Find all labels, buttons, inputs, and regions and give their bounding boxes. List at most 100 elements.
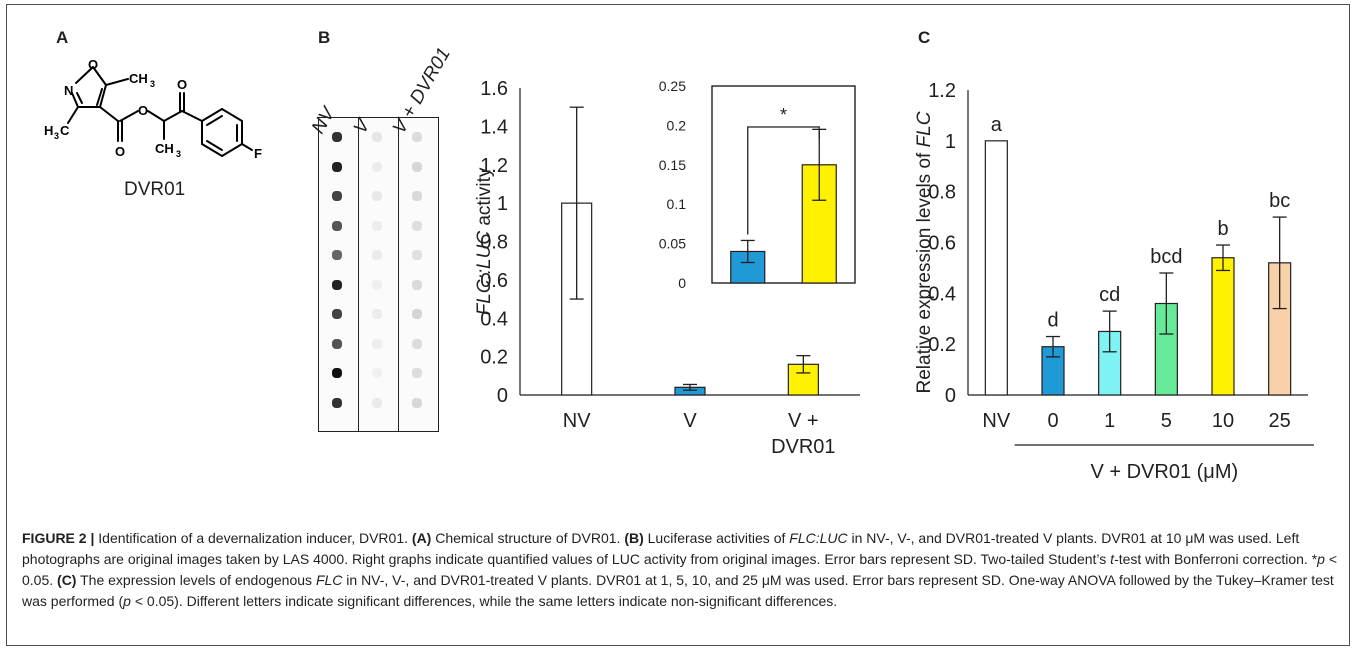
blot-spot (372, 397, 382, 408)
blot-spot (412, 397, 422, 408)
blot-spot (372, 338, 382, 349)
atom-o-carbonyl: O (115, 144, 125, 159)
blot-spot (332, 191, 342, 201)
blot-spot (372, 368, 382, 378)
significance-letter: bc (1269, 190, 1290, 212)
atom-h3c-sub: 3 (54, 131, 59, 141)
y-tick-label: 1 (945, 131, 956, 153)
y-axis-label: FLC::LUC activity (474, 167, 495, 315)
x-tick-label: 1 (1104, 410, 1115, 432)
blot-spot (332, 279, 342, 290)
blot-spot (412, 338, 422, 349)
blot-spot (412, 368, 422, 378)
significance-star: * (780, 105, 787, 125)
y-tick-label: 1.2 (928, 80, 956, 102)
caption-figure-label: FIGURE 2 | (22, 530, 95, 546)
y-tick-label: 0.6 (928, 233, 956, 255)
group-label: V + DVR01 (μM) (1090, 461, 1238, 483)
blot-spot (332, 161, 342, 172)
caption-text: < 0.05). Different letters indicate sign… (130, 593, 838, 609)
x-tick-label: NV (982, 410, 1010, 432)
caption-text: Luciferase activities of (643, 530, 790, 546)
blot-spot (332, 132, 342, 142)
significance-bracket (747, 126, 820, 235)
blot-spot (372, 191, 382, 201)
blot-spot (412, 279, 422, 290)
y-axis-label-gene: FLC (914, 111, 935, 147)
flc-expression-chart: Relative expression levels of FLC 0 0.2 0.4… (914, 80, 1314, 483)
lane-divider (398, 118, 399, 431)
y-tick-label: 0.8 (480, 232, 508, 254)
atom-ch3-mid-sub: 3 (176, 149, 181, 159)
bar (984, 140, 1008, 396)
blot-spot (332, 368, 342, 378)
significance-letter: bcd (1150, 246, 1182, 268)
blot-spot (412, 220, 422, 231)
chemical-structure: O N CH 3 H 3 C O O O CH 3 F DVR01 (44, 57, 262, 200)
significance-letter: cd (1099, 284, 1120, 306)
y-tick-label: 0.2 (928, 334, 956, 356)
caption-panel-ref: (A) (411, 530, 432, 546)
inset-y-tick-label: 0.1 (667, 196, 687, 212)
x-tick-label: 5 (1161, 410, 1172, 432)
blot-spot (372, 161, 382, 172)
y-tick-label: 0 (945, 385, 956, 407)
x-tick-label: DVR01 (771, 436, 835, 458)
caption-text: -test with Bonferroni correction. * (1114, 551, 1318, 567)
significance-letter: d (1047, 310, 1058, 332)
y-tick-label: 1.2 (480, 155, 508, 177)
figure-frame (6, 4, 1350, 646)
inset-y-tick-label: 0 (678, 275, 686, 291)
panel-b-label: B (318, 28, 331, 47)
caption-panel-ref: (C) (57, 572, 77, 588)
y-tick-label: 1 (497, 193, 508, 215)
blot-spot (372, 220, 382, 231)
y-axis-label-gene: FLC::LUC (474, 231, 495, 316)
x-tick-label: NV (563, 410, 591, 432)
y-tick-label: 0.4 (480, 308, 508, 330)
caption-panel-ref: (B) (624, 530, 644, 546)
caption-text: Identification of a devernalization indu… (94, 530, 412, 546)
y-axis-label: Relative expression levels of FLC (914, 111, 935, 393)
inset-frame (711, 85, 856, 284)
y-axis-label-rest: Relative expression levels of (914, 147, 935, 393)
x-tick-label: 10 (1212, 410, 1234, 432)
atom-ch3-top-sub: 3 (150, 79, 155, 89)
caption-italic: p (123, 593, 131, 609)
blot-spot (332, 220, 342, 231)
caption-text: Chemical structure of DVR01. (431, 530, 625, 546)
lane-divider (358, 118, 359, 431)
blot-spot (332, 397, 342, 408)
atom-h3c-h: H (44, 123, 53, 138)
blot-spot (372, 309, 382, 319)
blot-spot (332, 338, 342, 349)
atom-ch3-top: CH (129, 71, 148, 86)
caption-gene: FLC (315, 572, 343, 588)
caption-italic: p (1317, 551, 1325, 567)
atom-o-ketone: O (177, 77, 187, 92)
bar (1211, 257, 1235, 396)
x-tick-label: V + (788, 410, 819, 432)
inset-y-tick-label: 0.15 (659, 157, 686, 173)
y-tick-label: 0.8 (928, 182, 956, 204)
blot-spot (412, 132, 422, 142)
inset-y-tick-label: 0.2 (667, 117, 687, 133)
blot-spot (372, 250, 382, 260)
y-tick-label: 0.6 (480, 270, 508, 292)
y-tick-label: 1.4 (480, 116, 508, 138)
caption-text: < 0.05. (22, 551, 1338, 588)
blot-spot (412, 250, 422, 260)
blot-spot (412, 191, 422, 201)
atom-h3c-c: C (60, 123, 70, 138)
blot-spot (372, 132, 382, 142)
x-tick-label: V (683, 410, 697, 432)
blot-spot (412, 309, 422, 319)
panel-a-label: A (56, 28, 69, 47)
luc-activity-chart: FLC::LUC activity00.20.40.60.811.21.41.6… (474, 78, 860, 458)
blot-spot (332, 309, 342, 319)
compound-name: DVR01 (124, 179, 185, 200)
atom-ch3-mid: CH (155, 141, 174, 156)
significance-letter: b (1217, 218, 1228, 240)
significance-letter: a (991, 114, 1003, 136)
atom-o-ring: O (88, 57, 98, 72)
